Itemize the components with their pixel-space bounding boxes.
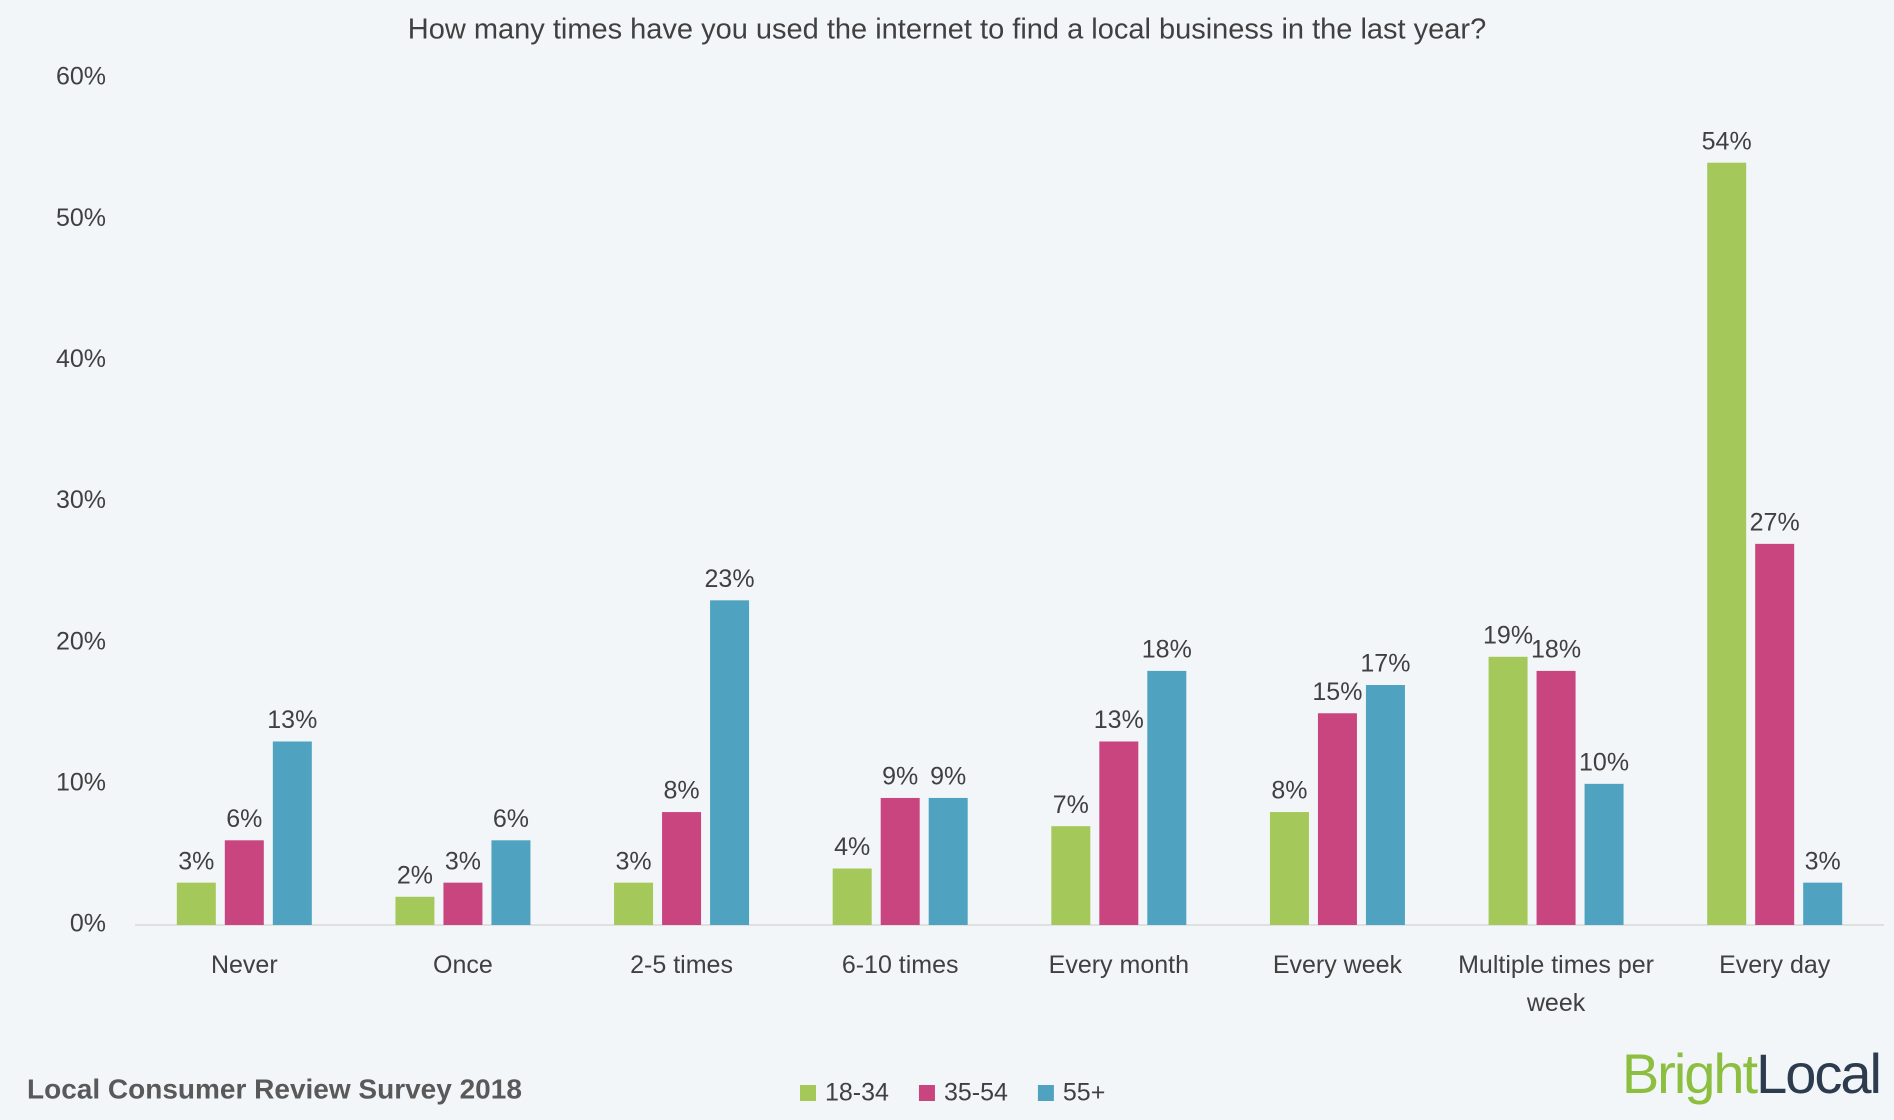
data-label: 8% [1271,777,1307,805]
data-label: 4% [834,833,870,861]
data-label: 18% [1531,636,1581,664]
bar [1707,162,1747,925]
data-label: 17% [1360,650,1410,678]
data-label: 27% [1750,508,1800,536]
x-tick-label: Every month [1048,951,1189,979]
bar [1803,882,1843,925]
bar [880,797,920,925]
bar [224,840,264,925]
bar [176,882,216,925]
x-tick-label: Multiple times per week [1458,951,1655,1017]
bar [1147,670,1187,925]
bar [1269,812,1309,925]
source: Local Consumer Review Survey 2018 [27,1073,522,1104]
bar [1536,670,1576,925]
bar [1051,826,1091,925]
data-label: 9% [930,763,966,791]
bar [832,868,872,925]
y-tick-label: 40% [56,345,106,373]
legend-swatch [1037,1085,1054,1101]
x-tick-label: 2-5 times [630,951,733,979]
bar [1755,543,1795,925]
bar [928,797,968,925]
data-label: 2% [397,861,433,889]
data-label: 19% [1483,621,1533,649]
bar [272,741,312,925]
bar [1584,783,1624,925]
data-label: 10% [1579,748,1629,776]
data-label: 6% [493,805,529,833]
y-tick-label: 10% [56,768,106,796]
y-tick-label: 30% [56,486,106,514]
bar [1488,656,1528,925]
data-label: 54% [1702,127,1752,155]
data-label: 18% [1142,636,1192,664]
legend-swatch [800,1085,816,1101]
data-label: 8% [663,777,699,805]
bar [710,600,750,925]
data-label: 3% [1805,847,1841,875]
chart-title: How many times have you used the interne… [408,14,1486,46]
data-label: 3% [445,847,481,875]
logo: BrightLocal [1622,1042,1880,1105]
logo-second: Local [1756,1042,1880,1105]
data-label: 9% [882,763,918,791]
x-tick-label: Every day [1719,951,1831,979]
x-tick-label: 6-10 times [841,951,959,979]
logo-first: Bright [1622,1042,1759,1105]
data-label: 6% [226,805,262,833]
x-tick-label: Once [433,951,493,979]
legend-label: 55+ [1063,1079,1105,1107]
bar [1099,741,1139,925]
bar [491,840,531,925]
bar [1317,713,1357,925]
bar [662,812,702,925]
legend-swatch [918,1085,935,1101]
y-tick-label: 50% [56,204,106,232]
bar [614,882,654,925]
legend-label: 35-54 [944,1079,1008,1107]
data-label: 13% [267,706,317,734]
y-tick-label: 60% [56,63,106,91]
y-tick-label: 20% [56,627,106,655]
data-label: 13% [1094,706,1144,734]
y-tick-label: 0% [70,910,106,938]
x-tick-label: Every week [1272,951,1403,979]
data-label: 3% [178,847,214,875]
bar [1365,685,1405,925]
data-label: 15% [1312,678,1362,706]
data-label: 7% [1053,791,1089,819]
data-label: 23% [705,565,755,593]
x-tick-label: Never [210,951,278,979]
legend-label: 18-34 [825,1079,889,1107]
data-label: 3% [615,847,651,875]
bar [395,896,435,925]
bar [443,882,483,925]
